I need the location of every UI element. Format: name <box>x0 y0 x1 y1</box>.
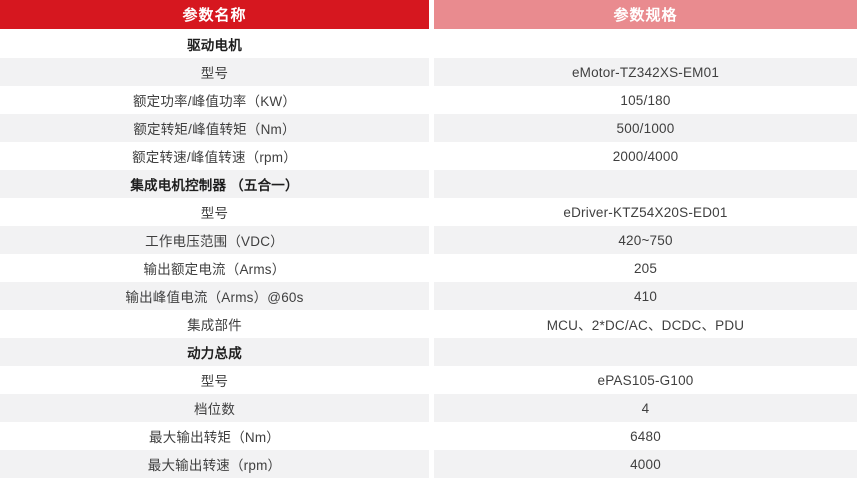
column-header-parameter-spec: 参数规格 <box>434 0 857 29</box>
table-row: 工作电压范围（VDC） 420~750 <box>0 226 857 254</box>
param-spec-cell <box>434 338 857 366</box>
table-row: 最大输出转速（rpm） 4000 <box>0 450 857 478</box>
param-spec-cell: 500/1000 <box>434 114 857 142</box>
param-spec-cell: ePAS105-G100 <box>434 366 857 394</box>
param-spec-cell: 420~750 <box>434 226 857 254</box>
param-name-cell: 集成部件 <box>0 310 429 338</box>
param-name-cell: 驱动电机 <box>0 30 429 58</box>
table-body: 驱动电机 型号 eMotor-TZ342XS-EM01 额定功率/峰值功率（KW） 10… <box>0 30 857 478</box>
table-row: 档位数 4 <box>0 394 857 422</box>
param-name-cell: 型号 <box>0 58 429 86</box>
table-row: 输出峰值电流（Arms）@60s 410 <box>0 282 857 310</box>
table-row: 额定转矩/峰值转矩（Nm） 500/1000 <box>0 114 857 142</box>
table-section-row: 动力总成 <box>0 338 857 366</box>
table-row: 额定转速/峰值转速（rpm） 2000/4000 <box>0 142 857 170</box>
param-name-cell: 动力总成 <box>0 338 429 366</box>
param-name-cell: 额定转矩/峰值转矩（Nm） <box>0 114 429 142</box>
table-row: 集成部件 MCU、2*DC/AC、DCDC、PDU <box>0 310 857 338</box>
param-name-cell: 工作电压范围（VDC） <box>0 226 429 254</box>
param-spec-cell <box>434 170 857 198</box>
param-spec-cell: 105/180 <box>434 86 857 114</box>
table-row: 额定功率/峰值功率（KW） 105/180 <box>0 86 857 114</box>
table-row: 型号 eDriver-KTZ54X20S-ED01 <box>0 198 857 226</box>
param-spec-cell: 205 <box>434 254 857 282</box>
param-name-cell: 额定转速/峰值转速（rpm） <box>0 142 429 170</box>
param-spec-cell <box>434 30 857 58</box>
table-section-row: 集成电机控制器 （五合一） <box>0 170 857 198</box>
param-name-cell: 最大输出转矩（Nm） <box>0 422 429 450</box>
param-name-cell: 输出额定电流（Arms） <box>0 254 429 282</box>
table-section-row: 驱动电机 <box>0 30 857 58</box>
param-spec-cell: 6480 <box>434 422 857 450</box>
param-spec-cell: 410 <box>434 282 857 310</box>
param-name-cell: 额定功率/峰值功率（KW） <box>0 86 429 114</box>
table-row: 最大输出转矩（Nm） 6480 <box>0 422 857 450</box>
param-name-cell: 型号 <box>0 198 429 226</box>
param-spec-cell: MCU、2*DC/AC、DCDC、PDU <box>434 310 857 338</box>
table-row: 型号 eMotor-TZ342XS-EM01 <box>0 58 857 86</box>
param-spec-cell: 4 <box>434 394 857 422</box>
param-name-cell: 型号 <box>0 366 429 394</box>
param-name-cell: 最大输出转速（rpm） <box>0 450 429 478</box>
column-header-parameter-name: 参数名称 <box>0 0 429 29</box>
param-spec-cell: eDriver-KTZ54X20S-ED01 <box>434 198 857 226</box>
param-name-cell: 档位数 <box>0 394 429 422</box>
param-name-cell: 输出峰值电流（Arms）@60s <box>0 282 429 310</box>
param-spec-cell: 2000/4000 <box>434 142 857 170</box>
param-spec-cell: eMotor-TZ342XS-EM01 <box>434 58 857 86</box>
table-row: 型号 ePAS105-G100 <box>0 366 857 394</box>
param-name-cell: 集成电机控制器 （五合一） <box>0 170 429 198</box>
table-header-row: 参数名称 参数规格 <box>0 0 857 30</box>
param-spec-cell: 4000 <box>434 450 857 478</box>
table-row: 输出额定电流（Arms） 205 <box>0 254 857 282</box>
